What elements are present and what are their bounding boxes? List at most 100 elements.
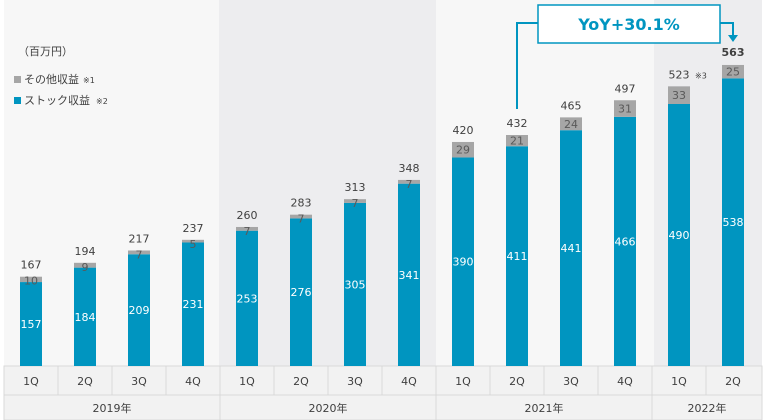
value-label-other: 9 xyxy=(82,261,89,274)
quarter-tick-label: 3Q xyxy=(347,375,363,388)
value-label-other: 10 xyxy=(24,275,38,288)
total-label: 167 xyxy=(21,259,42,272)
bar-stock xyxy=(182,242,204,366)
value-label-other: 29 xyxy=(456,144,470,157)
x-axis-table xyxy=(3,365,763,420)
bar-stock xyxy=(614,116,636,366)
bar-stock xyxy=(236,230,258,366)
value-label-other: 7 xyxy=(136,249,143,262)
total-label: 217 xyxy=(129,233,150,246)
quarter-tick-label: 4Q xyxy=(185,375,201,388)
bar-other xyxy=(128,250,150,255)
value-label-stock: 209 xyxy=(129,304,150,317)
year-tick-label: 2022年 xyxy=(688,401,727,415)
bar-other xyxy=(182,239,204,243)
value-label-other: 5 xyxy=(190,238,197,251)
year-tick-label: 2021年 xyxy=(525,401,564,415)
value-label-stock: 253 xyxy=(237,292,258,305)
value-label-other: 24 xyxy=(564,118,578,131)
legend-swatch-other xyxy=(14,76,21,83)
value-label-stock: 411 xyxy=(507,250,528,263)
total-label: 465 xyxy=(561,99,582,112)
legend: （百万円） その他収益 ※1 ストック収益 ※2 xyxy=(14,45,108,107)
legend-label-other: その他収益 xyxy=(24,72,79,86)
yoy-connector-line xyxy=(516,22,734,110)
bar-other xyxy=(74,262,96,268)
quarter-tick-label: 1Q xyxy=(671,375,687,388)
value-label-other: 7 xyxy=(244,225,251,238)
bar-other xyxy=(560,117,582,131)
bar-stock xyxy=(560,130,582,366)
yoy-box xyxy=(537,4,721,44)
value-label-stock: 490 xyxy=(669,229,690,242)
unit-label: （百万円） xyxy=(18,45,73,58)
quarter-tick-label: 3Q xyxy=(563,375,579,388)
total-label: 497 xyxy=(615,82,636,95)
total-label: 420 xyxy=(453,124,474,137)
bar-other xyxy=(344,199,366,203)
legend-swatch-stock xyxy=(14,97,21,104)
total-note: ※3 xyxy=(695,71,707,80)
yoy-arrowhead xyxy=(728,34,738,42)
bar-stock xyxy=(668,103,690,366)
value-label-other: 31 xyxy=(618,103,632,116)
bar-other xyxy=(614,100,636,117)
value-label-stock: 441 xyxy=(561,242,582,255)
legend-note-stock: ※2 xyxy=(96,97,108,106)
quarter-tick-label: 3Q xyxy=(131,375,147,388)
legend-label-stock: ストック収益 xyxy=(24,93,90,107)
bar-stock xyxy=(344,202,366,366)
bar-stock xyxy=(452,157,474,366)
bar-stock xyxy=(398,183,420,366)
total-label: 313 xyxy=(345,181,366,194)
quarter-row xyxy=(3,365,763,396)
bar-other xyxy=(398,179,420,184)
value-label-stock: 157 xyxy=(21,318,42,331)
value-label-other: 21 xyxy=(510,135,524,148)
value-label-stock: 276 xyxy=(291,286,312,299)
bar-other xyxy=(506,135,528,147)
quarter-tick-label: 2Q xyxy=(509,375,525,388)
value-label-stock: 538 xyxy=(723,216,744,229)
bar-other xyxy=(722,64,744,79)
value-label-other: 7 xyxy=(298,213,305,226)
value-label-other: 25 xyxy=(726,66,740,79)
bar-other xyxy=(668,86,690,104)
quarter-tick-label: 1Q xyxy=(239,375,255,388)
bar-other xyxy=(20,276,42,283)
quarter-tick-label: 2Q xyxy=(725,375,741,388)
quarter-tick-label: 4Q xyxy=(617,375,633,388)
quarter-tick-label: 1Q xyxy=(23,375,39,388)
yoy-label: YoY+30.1% xyxy=(577,15,680,34)
total-label: 260 xyxy=(237,209,258,222)
total-label: 563 xyxy=(722,46,745,59)
value-label-stock: 466 xyxy=(615,235,636,248)
value-label-other: 7 xyxy=(406,178,413,191)
value-label-stock: 184 xyxy=(75,311,96,324)
value-label-stock: 231 xyxy=(183,298,204,311)
bar-stock xyxy=(74,267,96,366)
bar-stock xyxy=(722,78,744,367)
quarter-tick-label: 4Q xyxy=(401,375,417,388)
value-label-other: 33 xyxy=(672,89,686,102)
total-label: 432 xyxy=(507,117,528,130)
total-label: 237 xyxy=(183,222,204,235)
total-label: 194 xyxy=(75,245,96,258)
bar-stock xyxy=(506,146,528,366)
total-label: 348 xyxy=(399,162,420,175)
year-tick-label: 2019年 xyxy=(93,401,132,415)
year-row xyxy=(3,394,763,420)
bar-stock xyxy=(20,282,42,366)
value-label-stock: 390 xyxy=(453,256,474,269)
bar-other xyxy=(452,141,474,158)
quarter-tick-label: 2Q xyxy=(293,375,309,388)
bar-other xyxy=(236,226,258,231)
total-label: 283 xyxy=(291,197,312,210)
quarter-tick-label: 2Q xyxy=(77,375,93,388)
bar-stock xyxy=(290,218,312,366)
bar-stock xyxy=(128,254,150,366)
quarter-tick-label: 1Q xyxy=(455,375,471,388)
legend-note-other: ※1 xyxy=(83,76,95,85)
year-tick-label: 2020年 xyxy=(309,401,348,415)
